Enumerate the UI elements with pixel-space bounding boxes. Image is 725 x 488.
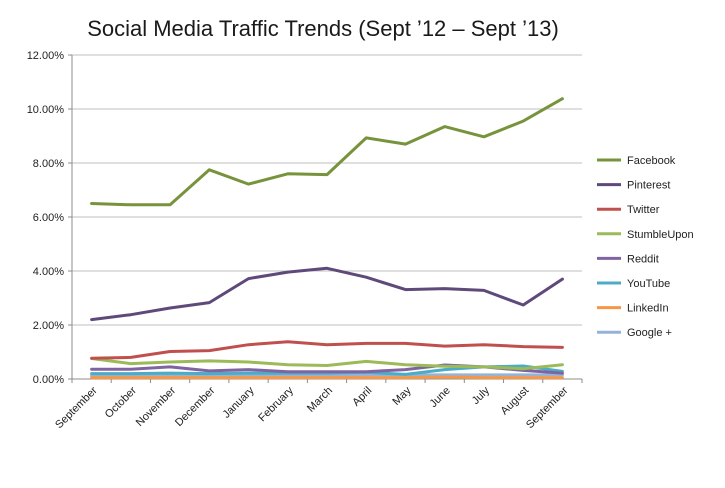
legend-label: Pinterest bbox=[627, 180, 670, 192]
series-line-google bbox=[90, 373, 564, 378]
x-tick-label: October bbox=[103, 384, 139, 420]
x-tick-label: November bbox=[134, 384, 179, 429]
series-line-twitter bbox=[90, 340, 564, 360]
x-tick-label: September bbox=[524, 384, 571, 431]
x-tick-label: July bbox=[470, 384, 493, 407]
x-tick-label: May bbox=[390, 384, 414, 408]
series-line-linkedin bbox=[90, 375, 564, 380]
x-tick-label: February bbox=[256, 384, 296, 424]
legend: Facebook Pinterest Twitter StumbleUpon Reddi… bbox=[597, 155, 694, 339]
x-tick-label: December bbox=[173, 384, 218, 429]
x-tick-label: August bbox=[499, 385, 532, 418]
gridlines bbox=[72, 54, 582, 326]
series-line-facebook bbox=[90, 97, 564, 207]
legend-label: Reddit bbox=[627, 253, 659, 265]
x-tick-label: April bbox=[350, 385, 374, 409]
legend-label: YouTube bbox=[627, 278, 670, 290]
legend-label: Google + bbox=[627, 327, 672, 339]
y-tick-label: 4.00% bbox=[33, 266, 64, 278]
y-tick-label: 10.00% bbox=[27, 104, 65, 116]
x-tick-label: June bbox=[427, 385, 452, 410]
series-lines bbox=[90, 97, 564, 380]
y-tick-label: 2.00% bbox=[33, 320, 64, 332]
axes bbox=[68, 54, 583, 383]
series-line-stumbleupon bbox=[90, 357, 564, 371]
legend-label: StumbleUpon bbox=[627, 229, 694, 241]
legend-label: Facebook bbox=[627, 155, 676, 167]
x-tick-label: September bbox=[53, 384, 100, 431]
y-tick-label: 0.00% bbox=[33, 374, 64, 386]
legend-label: Twitter bbox=[627, 204, 660, 216]
series-line-pinterest bbox=[90, 266, 564, 322]
y-tick-label: 6.00% bbox=[33, 212, 64, 224]
x-tick-label: January bbox=[220, 384, 257, 421]
y-tick-label: 12.00% bbox=[27, 50, 65, 62]
legend-label: LinkedIn bbox=[627, 303, 669, 315]
x-tick-label: March bbox=[305, 385, 335, 415]
chart-title: Social Media Traffic Trends (Sept ’12 – … bbox=[87, 16, 559, 41]
y-tick-label: 8.00% bbox=[33, 158, 64, 170]
y-axis-tick-labels: 0.00% 2.00% 4.00% 6.00% 8.00% 10.00% 12.00% bbox=[27, 50, 65, 386]
